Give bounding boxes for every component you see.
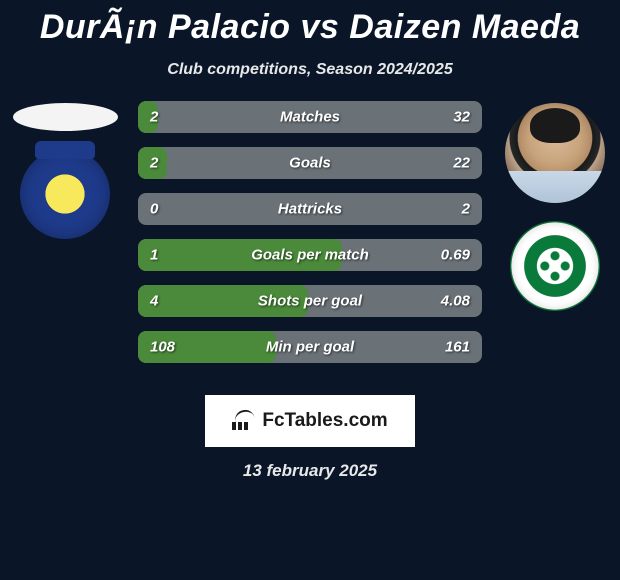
stat-left-value: 108	[150, 339, 175, 356]
stat-label: Matches	[280, 109, 340, 126]
page-title: DurÃ¡n Palacio vs Daizen Maeda	[0, 0, 620, 47]
stat-row: 4 Shots per goal 4.08	[138, 285, 482, 317]
stat-right-value: 22	[453, 155, 470, 172]
stat-label: Goals per match	[251, 247, 369, 264]
stat-left-value: 2	[150, 155, 158, 172]
stat-label: Hattricks	[278, 201, 342, 218]
snapshot-date: 13 february 2025	[0, 461, 620, 481]
stat-row: 0 Hattricks 2	[138, 193, 482, 225]
chart-icon	[232, 412, 256, 430]
player-right-avatar	[505, 103, 605, 203]
stat-left-value: 1	[150, 247, 158, 264]
stat-right-value: 32	[453, 109, 470, 126]
stat-row: 108 Min per goal 161	[138, 331, 482, 363]
subtitle: Club competitions, Season 2024/2025	[0, 61, 620, 79]
right-player-column	[490, 101, 620, 311]
stat-label: Min per goal	[266, 339, 354, 356]
left-player-column	[0, 101, 130, 239]
player-left-avatar	[13, 103, 118, 131]
stat-left-value: 2	[150, 109, 158, 126]
source-logo-text: FcTables.com	[262, 410, 387, 432]
stat-row: 2 Goals 22	[138, 147, 482, 179]
stat-right-value: 4.08	[441, 293, 470, 310]
stat-right-value: 0.69	[441, 247, 470, 264]
stat-left-value: 0	[150, 201, 158, 218]
stat-bars: 2 Matches 32 2 Goals 22 0 Hattricks 2 1 Goals per …	[138, 101, 482, 363]
stat-left-value: 4	[150, 293, 158, 310]
stat-row: 2 Matches 32	[138, 101, 482, 133]
player-right-club-badge	[510, 221, 600, 311]
source-logo: FcTables.com	[205, 395, 415, 447]
stat-right-value: 2	[462, 201, 470, 218]
comparison-content: 2 Matches 32 2 Goals 22 0 Hattricks 2 1 Goals per …	[0, 101, 620, 381]
stat-right-value: 161	[445, 339, 470, 356]
stat-row: 1 Goals per match 0.69	[138, 239, 482, 271]
player-left-club-badge	[20, 149, 110, 239]
stat-label: Goals	[289, 155, 331, 172]
stat-label: Shots per goal	[258, 293, 362, 310]
